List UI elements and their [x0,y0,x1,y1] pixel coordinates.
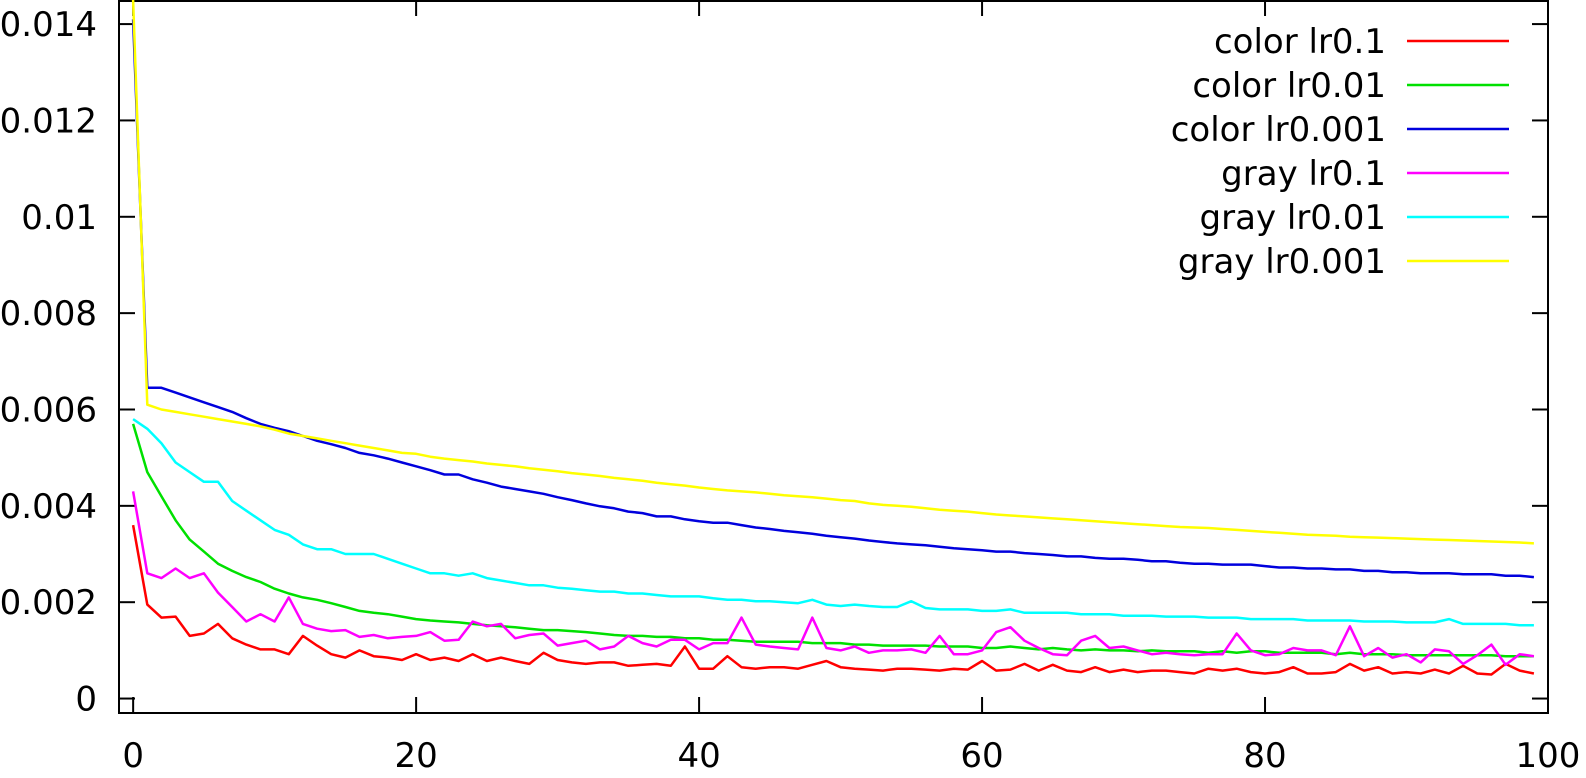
series-line-1 [131,524,1535,676]
legend-entry: color lr0.1 [1214,22,1509,62]
legend-entry: gray lr0.001 [1178,242,1509,282]
x-axis: 0 20 40 60 80 100 [122,0,1580,776]
y-tick-label: 0.01 [21,198,97,238]
legend-label: gray lr0.001 [1178,242,1386,282]
series-line-4 [131,491,1535,667]
y-tick-label: 0.002 [0,583,97,623]
plot-border [118,0,1549,714]
series-line-6 [131,0,1534,545]
legend-label: gray lr0.1 [1221,154,1386,194]
legend-label: color lr0.01 [1192,66,1386,106]
y-tick-label: 0.004 [0,487,97,527]
legend-label: color lr0.1 [1214,22,1386,62]
y-tick-label: 0.008 [0,294,97,334]
legend-entry: color lr0.01 [1192,66,1509,106]
series-line-3 [131,19,1535,579]
series-layer [131,0,1535,676]
y-tick-label: 0.006 [0,390,97,430]
x-tick-label: 80 [1243,736,1286,776]
x-tick-label: 40 [677,736,720,776]
plot-frame [118,0,1549,714]
y-axis: 0 0.002 0.004 0.006 0.008 0.01 0.012 0.014 [0,5,1548,720]
legend-label: color lr0.001 [1171,110,1386,150]
series-line-2 [131,423,1534,658]
x-tick-label: 100 [1516,736,1581,776]
y-tick-label: 0.012 [0,101,97,141]
legend-entry: gray lr0.1 [1221,154,1509,194]
y-tick-label: 0 [75,680,97,720]
legend-label: gray lr0.01 [1200,198,1386,238]
x-tick-label: 0 [122,736,144,776]
x-tick-label: 60 [960,736,1003,776]
legend-entry: color lr0.001 [1171,110,1509,150]
y-tick-label: 0.014 [0,5,97,45]
legend-entry: gray lr0.01 [1200,198,1509,238]
x-tick-label: 20 [394,736,437,776]
series-line-5 [132,418,1534,627]
